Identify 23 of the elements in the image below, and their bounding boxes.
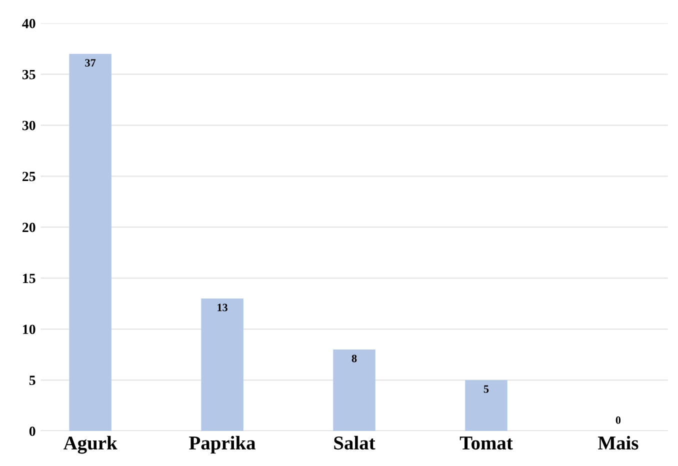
data-label: 0 [616,416,621,424]
data-label: 37 [85,59,96,67]
data-label: 8 [352,354,357,362]
y-tick-label: 25 [22,172,36,182]
x-tick-label: Tomat [460,436,513,450]
x-tick-label: Agurk [63,436,118,454]
y-tick-label: 5 [29,376,36,386]
y-tick-label: 30 [22,120,36,130]
y-tick-label: 10 [23,324,36,334]
y-tick-label: 20 [22,222,36,232]
y-tick-label: 15 [23,274,36,284]
x-tick-label: Paprika [189,436,256,454]
y-tick-label: 0 [29,426,36,436]
y-tick-label: 35 [22,70,36,80]
y-tick-label: 40 [22,18,36,28]
data-label: 13 [218,304,228,312]
data-label: 5 [484,385,489,393]
bar [69,54,112,432]
bar [465,380,508,432]
bar [201,298,244,432]
x-tick-label: Salat [334,436,376,450]
x-tick-label: Mais [598,436,638,450]
bar [333,350,376,432]
